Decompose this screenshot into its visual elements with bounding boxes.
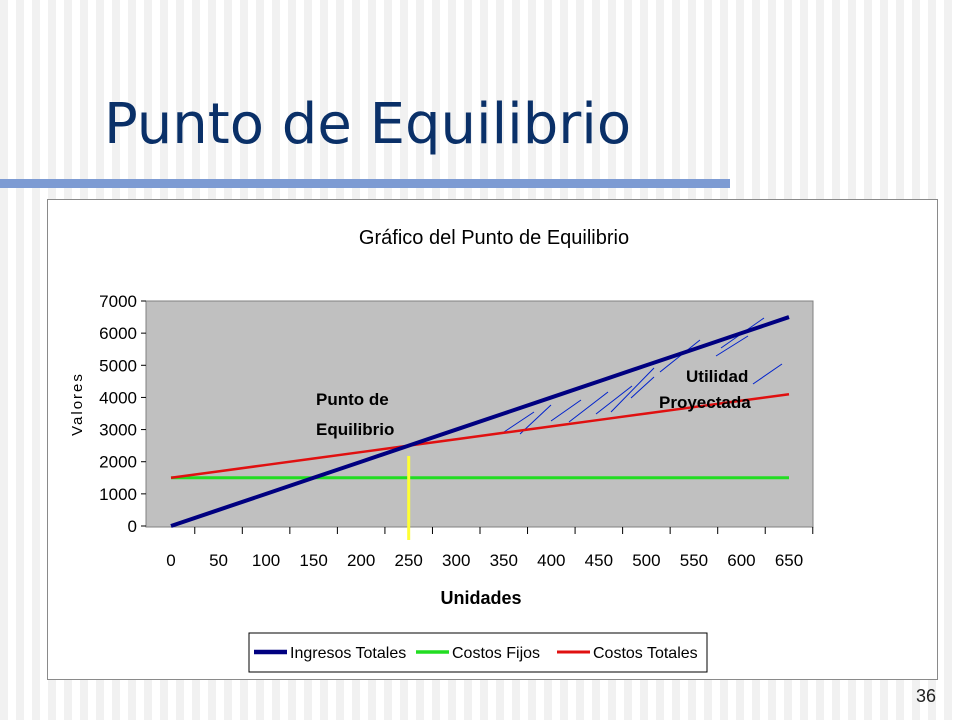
profit-label-line1: Utilidad bbox=[686, 367, 748, 386]
legend-label: Costos Fijos bbox=[452, 645, 540, 662]
break-even-label-line2: Equilibrio bbox=[316, 420, 394, 439]
hatch-stroke bbox=[752, 363, 783, 385]
y-tick-label: 6000 bbox=[99, 324, 137, 343]
x-tick-label: 0 bbox=[166, 551, 175, 570]
x-tick-label: 400 bbox=[537, 551, 565, 570]
y-tick-label: 4000 bbox=[99, 388, 137, 407]
chart-title: Gráfico del Punto de Equilibrio bbox=[359, 227, 629, 249]
legend-label: Ingresos Totales bbox=[290, 645, 406, 662]
x-tick-label: 100 bbox=[252, 551, 280, 570]
x-tick-label: 200 bbox=[347, 551, 375, 570]
background-stripe bbox=[16, 0, 24, 720]
hatch-stroke bbox=[550, 399, 582, 422]
hatch-stroke bbox=[568, 391, 609, 423]
x-tick-label: 600 bbox=[727, 551, 755, 570]
chart-container: Gráfico del Punto de Equilibrio 0 1000 200… bbox=[47, 199, 938, 680]
x-tick-label: 150 bbox=[299, 551, 327, 570]
page-number: 36 bbox=[915, 686, 936, 706]
slide-title: Punto de Equilibrio bbox=[104, 92, 632, 157]
break-even-label-line1: Punto de bbox=[316, 390, 389, 409]
y-tick-label: 1000 bbox=[99, 485, 137, 504]
x-tick-label: 500 bbox=[632, 551, 660, 570]
y-axis-label: Valores bbox=[69, 372, 86, 436]
chart-legend: Ingresos Totales Costos Fijos Costos Total… bbox=[248, 632, 708, 673]
x-tick-label: 250 bbox=[395, 551, 423, 570]
background-stripe bbox=[944, 0, 952, 720]
series-line-costos-totales bbox=[170, 392, 790, 480]
y-tick-label: 3000 bbox=[99, 421, 137, 440]
background-stripe bbox=[0, 0, 8, 720]
background-stripe bbox=[32, 0, 40, 720]
hatch-stroke bbox=[715, 335, 749, 357]
legend-label: Costos Totales bbox=[593, 645, 698, 662]
y-tick-label: 2000 bbox=[99, 453, 137, 472]
y-tick-label: 7000 bbox=[99, 292, 137, 311]
legend-box bbox=[248, 632, 708, 673]
y-tick-label: 0 bbox=[128, 517, 137, 536]
x-tick-label: 350 bbox=[490, 551, 518, 570]
hatch-stroke bbox=[503, 411, 535, 433]
hatch-stroke bbox=[630, 376, 655, 399]
hatch-stroke bbox=[595, 385, 633, 415]
break-even-chart: Gráfico del Punto de Equilibrio 01000200… bbox=[69, 227, 814, 673]
x-tick-label: 650 bbox=[775, 551, 803, 570]
x-tick-label: 50 bbox=[209, 551, 228, 570]
x-tick-label: 550 bbox=[680, 551, 708, 570]
x-axis-label: Unidades bbox=[440, 588, 521, 608]
series-line-ingresos-totales bbox=[170, 315, 790, 528]
title-underline-bar bbox=[0, 179, 730, 188]
x-tick-label: 450 bbox=[585, 551, 613, 570]
profit-label-line2: Proyectada bbox=[659, 393, 751, 412]
x-tick-label: 300 bbox=[442, 551, 470, 570]
hatch-stroke bbox=[610, 367, 655, 413]
plot-area bbox=[145, 300, 814, 528]
y-tick-label: 5000 bbox=[99, 356, 137, 375]
